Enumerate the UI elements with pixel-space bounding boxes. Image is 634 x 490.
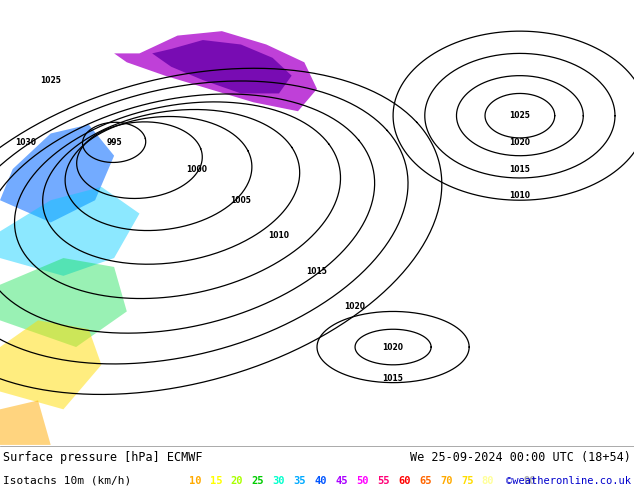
- Polygon shape: [0, 320, 101, 409]
- Polygon shape: [114, 31, 317, 111]
- Text: 1020: 1020: [344, 302, 366, 312]
- Text: 65: 65: [419, 476, 432, 486]
- Text: 1000: 1000: [186, 165, 207, 173]
- Text: 75: 75: [461, 476, 474, 486]
- Text: 30: 30: [273, 476, 285, 486]
- Text: 995: 995: [107, 138, 122, 147]
- Text: 50: 50: [356, 476, 369, 486]
- Polygon shape: [0, 187, 139, 276]
- Text: 90: 90: [524, 476, 536, 486]
- Text: ©weatheronline.co.uk: ©weatheronline.co.uk: [506, 476, 631, 486]
- Text: 40: 40: [314, 476, 327, 486]
- Text: 1020: 1020: [509, 138, 531, 147]
- Text: 35: 35: [294, 476, 306, 486]
- Text: Surface pressure [hPa] ECMWF: Surface pressure [hPa] ECMWF: [3, 451, 203, 464]
- Text: 1005: 1005: [231, 196, 251, 205]
- Text: 1015: 1015: [307, 267, 327, 276]
- Text: 15: 15: [210, 476, 223, 486]
- Text: 80: 80: [482, 476, 495, 486]
- Polygon shape: [0, 400, 51, 445]
- Text: We 25-09-2024 00:00 UTC (18+54): We 25-09-2024 00:00 UTC (18+54): [410, 451, 631, 464]
- Text: 70: 70: [440, 476, 453, 486]
- Text: 20: 20: [231, 476, 243, 486]
- Text: 60: 60: [398, 476, 411, 486]
- Text: 1030: 1030: [15, 138, 36, 147]
- Text: 1015: 1015: [510, 165, 530, 173]
- Text: 55: 55: [377, 476, 390, 486]
- Text: 1010: 1010: [268, 231, 290, 240]
- Polygon shape: [0, 258, 127, 347]
- Text: 1025: 1025: [510, 111, 530, 120]
- Text: 1020: 1020: [382, 343, 404, 351]
- Text: 85: 85: [503, 476, 515, 486]
- Text: 1015: 1015: [383, 374, 403, 383]
- Text: 10: 10: [189, 476, 202, 486]
- Polygon shape: [0, 124, 114, 222]
- Text: 25: 25: [252, 476, 264, 486]
- Text: 45: 45: [335, 476, 348, 486]
- Text: 1010: 1010: [509, 191, 531, 200]
- Text: Isotachs 10m (km/h): Isotachs 10m (km/h): [3, 476, 131, 486]
- Polygon shape: [152, 40, 292, 94]
- Text: 1025: 1025: [41, 75, 61, 85]
